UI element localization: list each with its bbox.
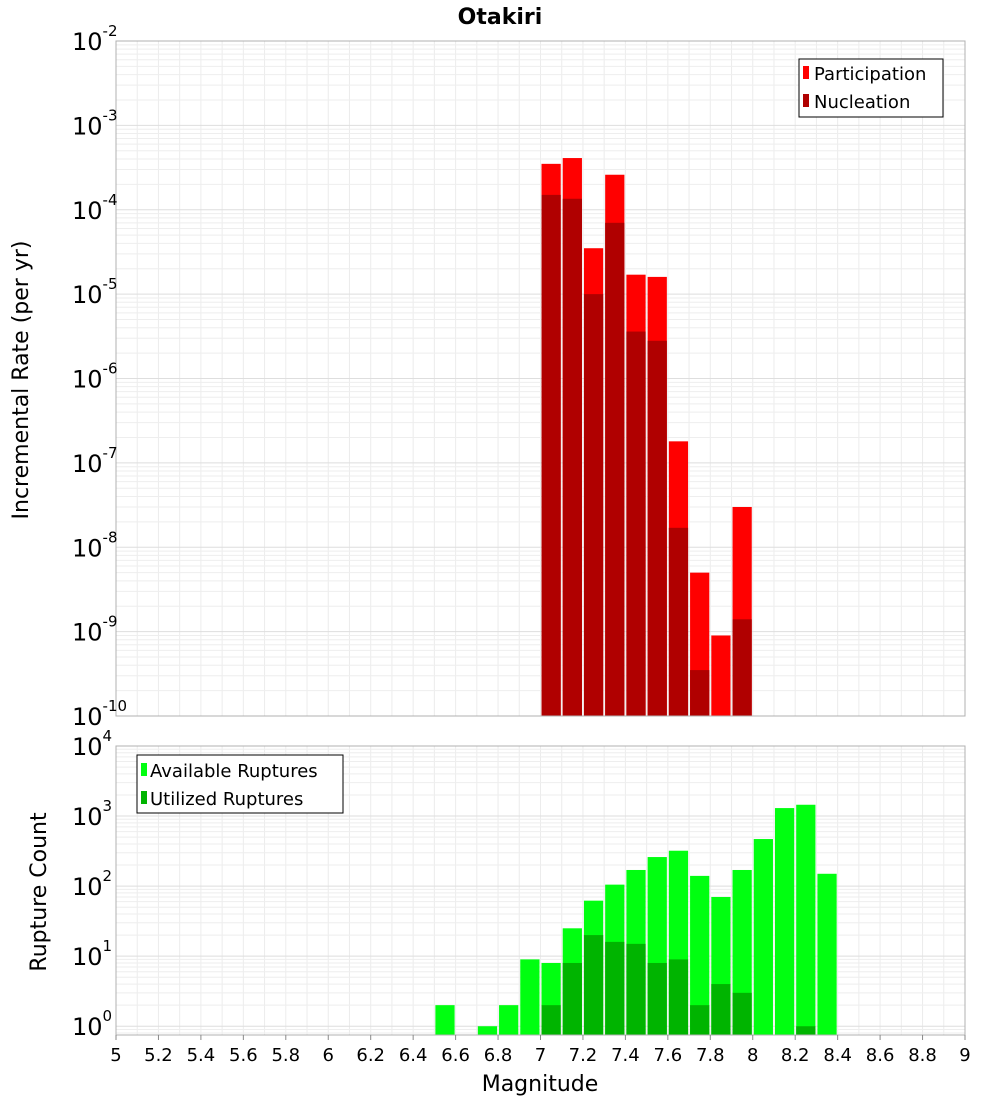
nucleation-bar	[732, 619, 752, 716]
participation-bar	[711, 635, 731, 716]
utilized-ruptures-bar	[690, 1005, 710, 1035]
utilized-ruptures-bar	[562, 962, 582, 1035]
x-tick-label: 8.8	[908, 1045, 937, 1066]
x-tick-label: 8.2	[781, 1045, 810, 1066]
nucleation-bar	[583, 294, 604, 716]
x-tick-label: 6.6	[441, 1045, 470, 1066]
y-tick-label: 100	[72, 1007, 112, 1041]
nucleation-bar	[668, 527, 689, 716]
legend-participation-label: Participation	[814, 64, 926, 85]
x-tick-label: 8.6	[866, 1045, 895, 1066]
x-tick-label: 7.2	[569, 1045, 598, 1066]
top-plot-frame	[115, 40, 966, 717]
bottom-legend: Available Ruptures Utilized Ruptures	[136, 754, 344, 814]
x-tick-label: 8.4	[823, 1045, 852, 1066]
utilized-ruptures-bar	[541, 1005, 561, 1035]
x-axis-label: Magnitude	[482, 1072, 599, 1097]
available-ruptures-bar	[499, 1005, 519, 1035]
x-tick-label: 5.6	[229, 1045, 258, 1066]
chart-title: Otakiri	[458, 5, 543, 30]
available-ruptures-bar	[477, 1026, 498, 1035]
available-ruptures-bar	[774, 808, 795, 1035]
available-ruptures-bar	[817, 873, 837, 1035]
x-tick-label: 5.2	[144, 1045, 173, 1066]
bottom-y-axis-label: Rupture Count	[27, 812, 52, 972]
nucleation-bar	[690, 670, 710, 716]
x-tick-label: 8	[747, 1045, 758, 1066]
utilized-ruptures-bar	[626, 943, 646, 1035]
bottom-chart-y-ticks: 100 101 102 103 104	[72, 727, 112, 1041]
x-tick-label: 9	[959, 1045, 970, 1066]
legend-nucleation-label: Nucleation	[814, 92, 910, 113]
y-tick-label: 102	[72, 867, 112, 901]
y-tick-label: 10-9	[72, 613, 118, 647]
y-tick-label: 10-3	[72, 106, 118, 140]
y-tick-label: 103	[72, 797, 112, 831]
legend-utilized-swatch	[141, 791, 147, 804]
x-tick-label: 6	[323, 1045, 334, 1066]
top-legend: Participation Nucleation	[798, 58, 944, 118]
utilized-ruptures-bar	[711, 984, 731, 1035]
utilized-ruptures-bar	[647, 962, 667, 1035]
utilized-ruptures-bar	[668, 959, 689, 1035]
available-ruptures-bar	[435, 1005, 455, 1035]
utilized-ruptures-bar	[605, 941, 625, 1035]
top-y-axis-label: Incremental Rate (per yr)	[9, 241, 34, 520]
nucleation-bar	[605, 222, 625, 716]
y-tick-label: 10-10	[72, 697, 127, 731]
x-tick-label: 7.4	[611, 1045, 640, 1066]
nucleation-bar	[647, 340, 667, 716]
x-tick-label: 5.4	[187, 1045, 216, 1066]
top-chart-bars	[541, 158, 752, 717]
nucleation-bar	[626, 331, 646, 716]
y-tick-label: 104	[72, 727, 112, 761]
legend-available-label: Available Ruptures	[150, 761, 318, 782]
utilized-ruptures-bar	[583, 935, 604, 1035]
x-tick-label: 5.8	[271, 1045, 300, 1066]
top-chart-y-ticks: 10-10 10-9 10-8 10-7 10-6 10-5 10-4 10-3 10-2	[72, 22, 127, 731]
x-tick-label: 5	[110, 1045, 121, 1066]
legend-nucleation-swatch	[803, 94, 809, 107]
x-tick-label: 6.4	[399, 1045, 428, 1066]
y-tick-label: 10-2	[72, 22, 118, 56]
available-ruptures-bar	[753, 839, 773, 1035]
available-ruptures-bar	[796, 804, 816, 1035]
x-tick-label: 6.2	[356, 1045, 385, 1066]
utilized-ruptures-bar	[732, 992, 752, 1035]
legend-participation-swatch	[803, 66, 809, 79]
x-tick-label: 7	[535, 1045, 546, 1066]
top-chart-gridlines	[115, 40, 966, 717]
nucleation-bar	[541, 194, 561, 716]
x-tick-label: 6.8	[484, 1045, 513, 1066]
y-tick-label: 101	[72, 937, 112, 971]
utilized-ruptures-bar	[796, 1026, 816, 1035]
legend-available-swatch	[141, 763, 147, 776]
x-tick-label: 7.8	[696, 1045, 725, 1066]
available-ruptures-bar	[520, 959, 540, 1035]
y-tick-label: 10-8	[72, 528, 118, 562]
bottom-chart-bars	[435, 804, 837, 1035]
y-tick-label: 10-7	[72, 444, 118, 478]
x-tick-label: 7.6	[654, 1045, 683, 1066]
y-tick-label: 10-6	[72, 360, 118, 394]
nucleation-bar	[562, 198, 582, 717]
bottom-legend-box	[136, 754, 344, 814]
y-tick-label: 10-5	[72, 275, 118, 309]
bottom-chart-x-ticks: 5 5.2 5.4 5.6 5.8 6 6.2 6.4 6.6 6.8 7 7.2 7.4 7.6 7.8 8…	[110, 1035, 971, 1066]
y-tick-label: 10-4	[72, 191, 118, 225]
available-ruptures-bar	[690, 875, 710, 1035]
top-legend-box	[798, 58, 944, 118]
legend-utilized-label: Utilized Ruptures	[150, 789, 303, 810]
